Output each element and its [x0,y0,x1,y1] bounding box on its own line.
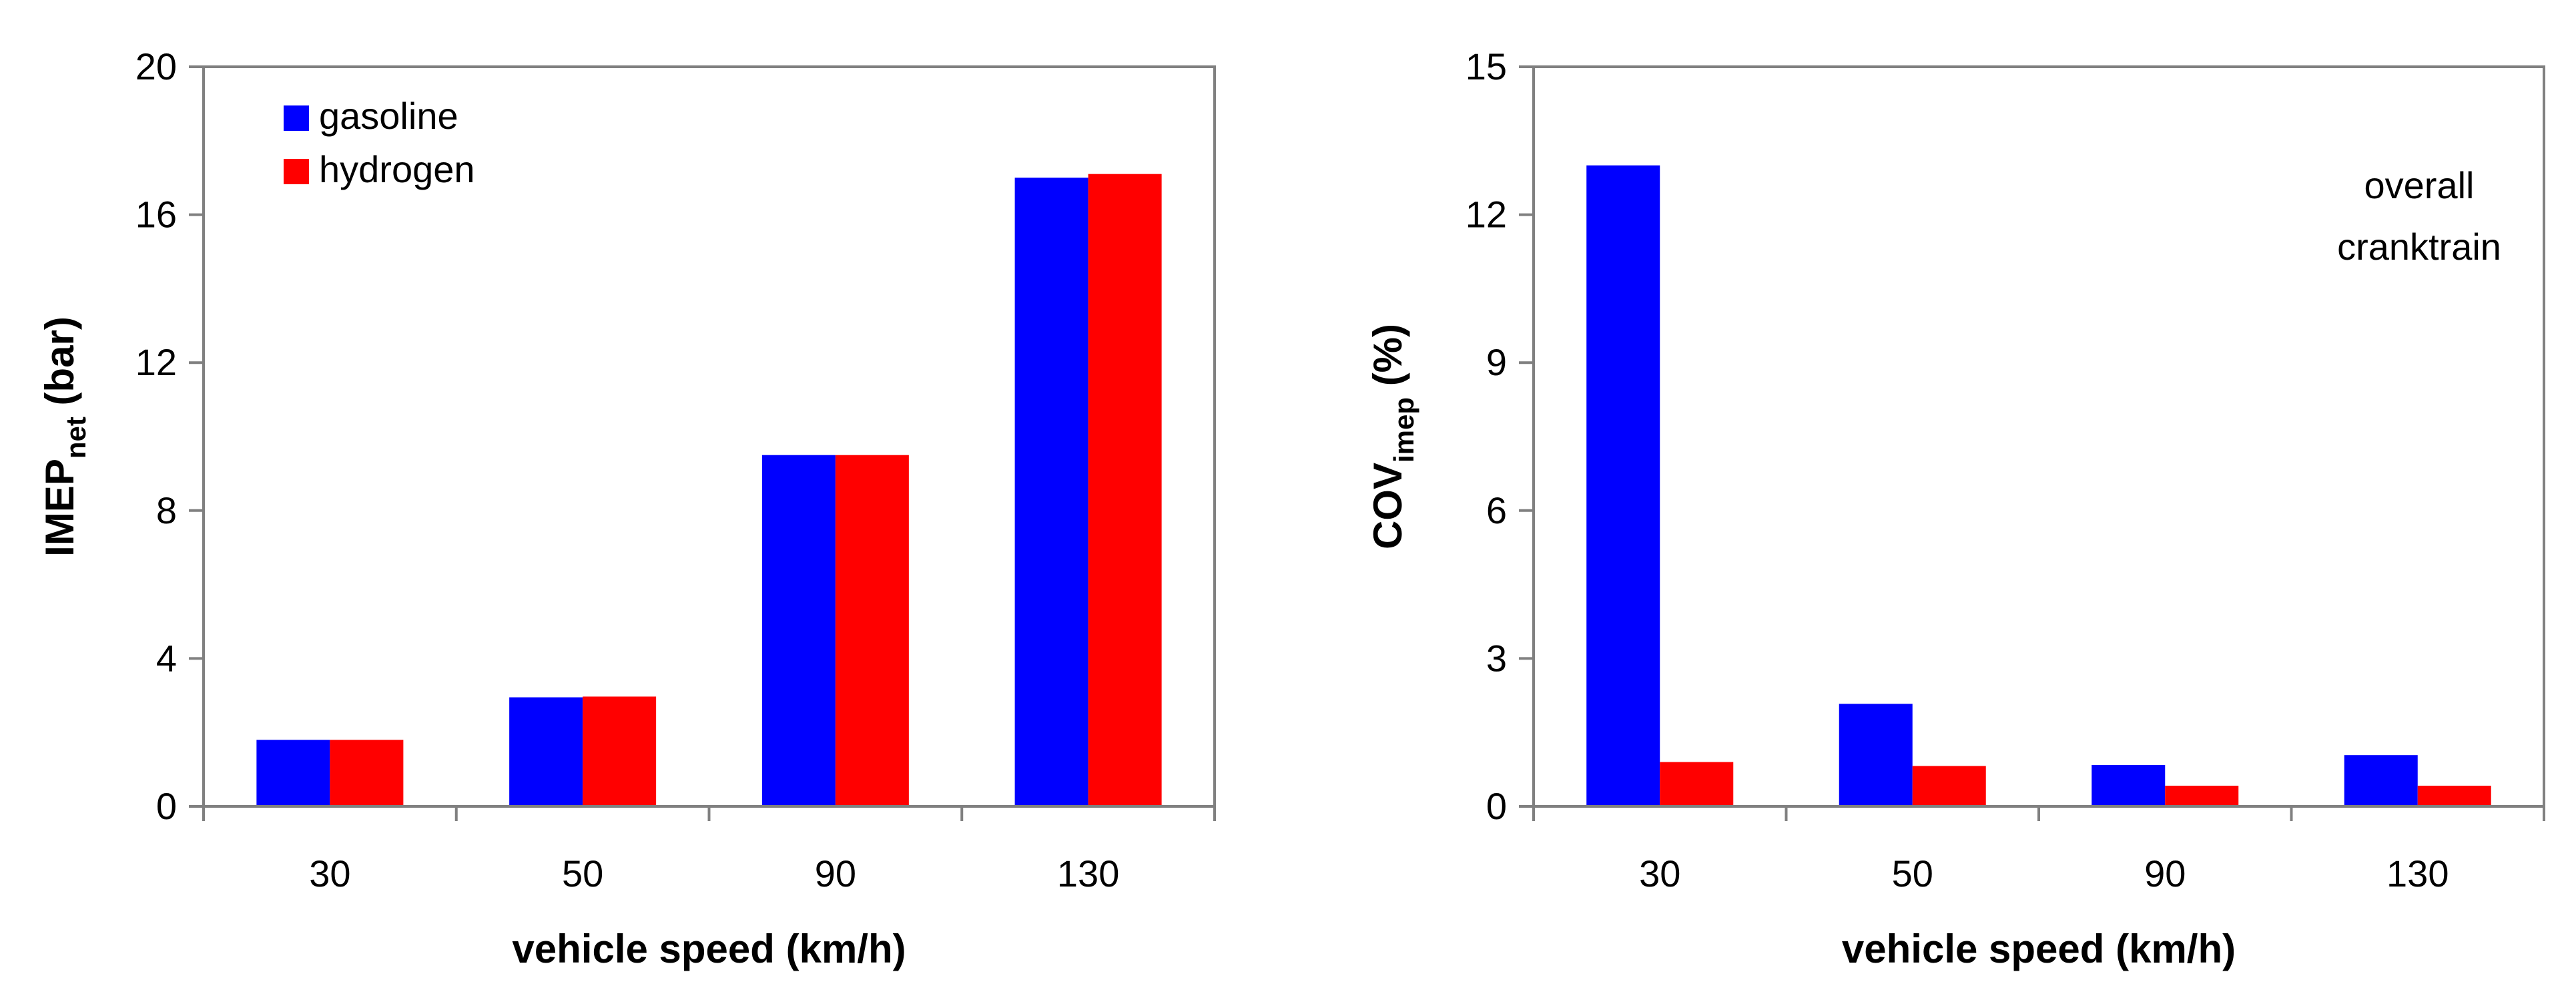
legend-swatch-gasoline [284,105,309,131]
bar-gasoline-90 [761,455,836,806]
x-tick-label: 50 [562,852,603,895]
x-axis-title: vehicle speed (km/h) [512,927,906,971]
y-tick-label: 4 [156,637,177,679]
chart-imep-net: 0 4 8 12 16 20 30 50 90 130 vehicle speed (km/h) IM… [37,45,1216,971]
bar-hydrogen-130 [1088,174,1162,806]
legend-label-gasoline: gasoline [319,95,458,137]
annotation-line: cranktrain [2337,226,2501,268]
x-tick-label: 130 [2386,852,2449,895]
x-tick-label: 50 [1892,852,1933,895]
legend-label-hydrogen: hydrogen [319,148,475,190]
bar-gasoline-90 [2091,764,2166,806]
bar-hydrogen-130 [2417,785,2491,806]
bar-gasoline-30 [1586,165,1660,806]
y-tick-label: 0 [1486,785,1507,827]
bar-hydrogen-30 [1660,762,1734,806]
y-axis-title-main: IMEP [37,459,82,557]
y-axis-title: COVimep (%) [1365,324,1419,549]
x-tick-label: 90 [2144,852,2186,895]
y-axis-title-unit: (%) [1365,324,1410,397]
bar-gasoline-50 [1839,704,1913,806]
x-axis-title: vehicle speed (km/h) [1842,927,2236,971]
y-axis-title-subscript: imep [1388,397,1419,463]
bar-hydrogen-50 [1912,766,1986,806]
bar-gasoline-50 [509,697,583,806]
y-tick-label: 15 [1466,45,1507,87]
y-tick-label: 6 [1486,489,1507,531]
y-tick-label: 9 [1486,341,1507,383]
x-tick-label: 130 [1057,852,1119,895]
x-tick-label: 30 [309,852,350,895]
bar-gasoline-30 [256,740,330,806]
bar-hydrogen-90 [2165,785,2239,806]
y-tick-label: 3 [1486,637,1507,679]
annotation-line: overall [2364,164,2475,206]
y-axis-title-subscript: net [60,417,91,459]
y-tick-label: 0 [156,785,177,827]
y-axis-title: IMEPnet (bar) [37,316,91,557]
x-tick-label: 90 [815,852,856,895]
bar-hydrogen-50 [583,696,657,806]
chart-cov-imep: 0 3 6 9 12 15 30 50 90 130 vehicle speed (km/h) COV… [1365,45,2545,971]
y-tick-label: 20 [135,45,177,87]
y-axis-title-main: COV [1365,463,1410,549]
y-tick-label: 12 [135,341,177,383]
legend: gasoline hydrogen [284,95,475,190]
bar-hydrogen-30 [330,740,404,806]
y-tick-label: 16 [135,194,177,236]
bar-hydrogen-90 [835,455,909,806]
bar-gasoline-130 [1014,178,1088,806]
bar-gasoline-130 [2344,755,2418,806]
legend-swatch-hydrogen [284,159,309,184]
y-tick-label: 12 [1466,194,1507,236]
y-tick-label: 8 [156,489,177,531]
y-axis-title-unit: (bar) [37,316,82,417]
x-tick-label: 30 [1639,852,1680,895]
